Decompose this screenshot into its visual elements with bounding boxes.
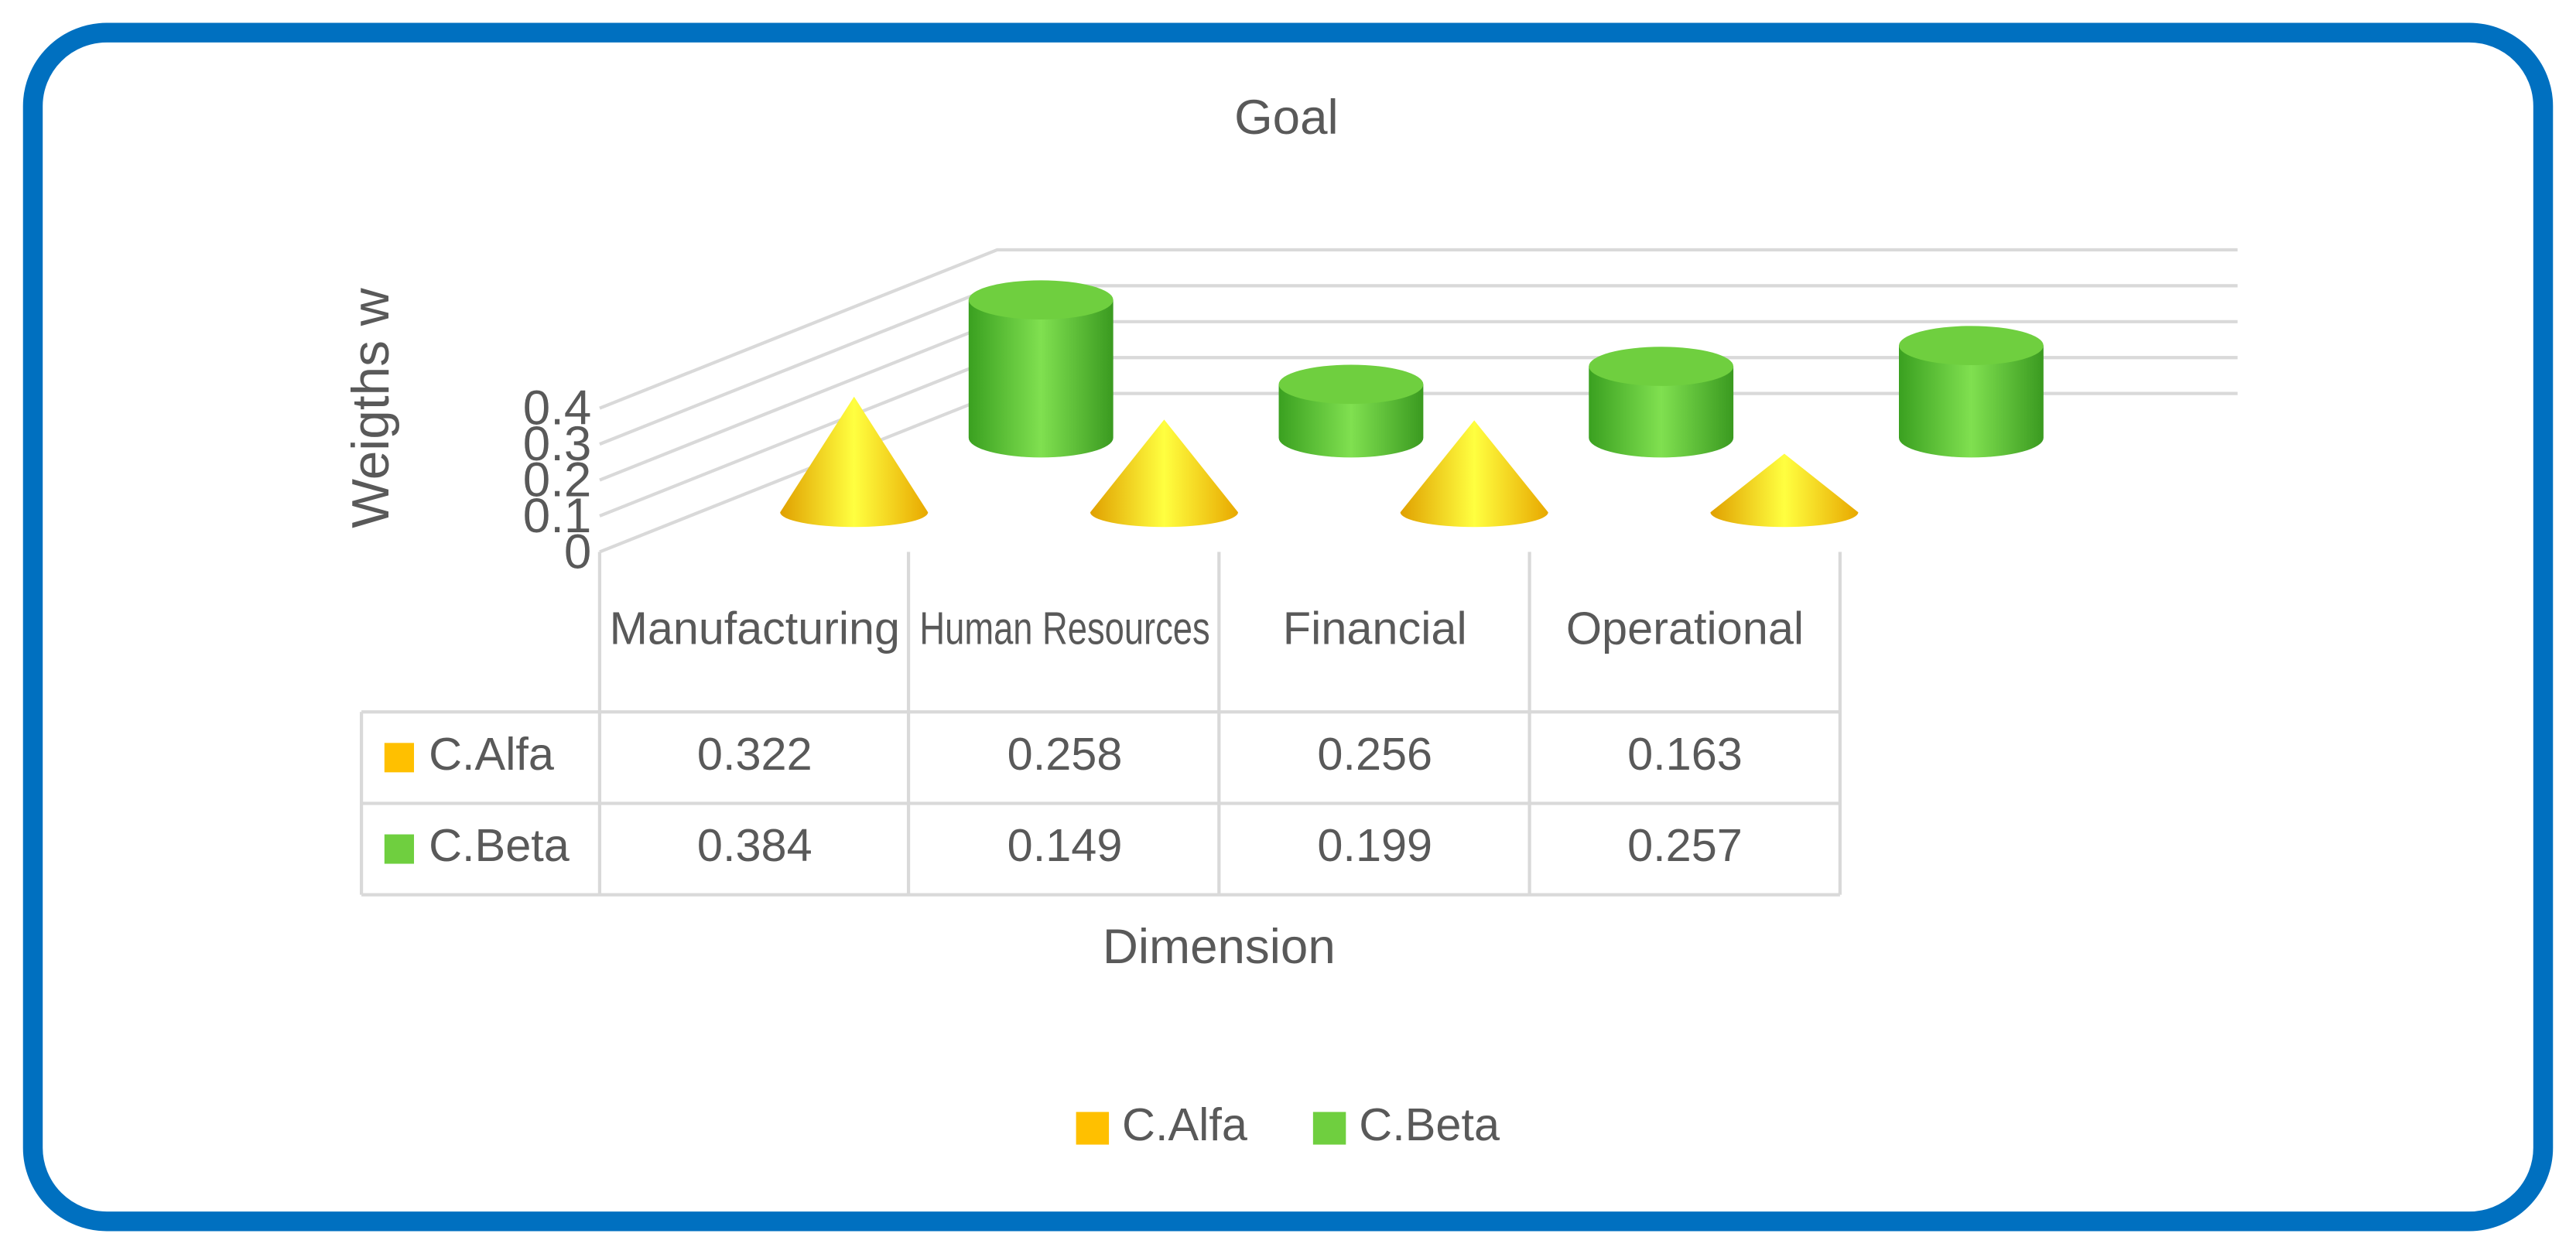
- grid-line: [599, 248, 2238, 410]
- cylinder-top: [968, 280, 1114, 320]
- y-tick-label: 0.1: [523, 489, 592, 543]
- cone: [1710, 453, 1859, 528]
- row-label: C.Beta: [429, 819, 570, 871]
- y-axis-title: Weigths w: [342, 287, 400, 528]
- cylinder-top: [1278, 364, 1424, 405]
- cone: [780, 396, 929, 528]
- legend-swatch: [384, 834, 415, 864]
- legend-swatch: [384, 743, 415, 773]
- legend-label: C.Alfa: [1122, 1099, 1247, 1150]
- frame: [22, 22, 2554, 1232]
- table-value: 0.257: [1627, 819, 1743, 871]
- y-tick-label: 0: [564, 525, 591, 579]
- x-axis-title: Dimension: [1103, 920, 1336, 974]
- row-label: C.Alfa: [429, 728, 554, 780]
- cylinder: [1278, 384, 1424, 458]
- cylinder: [1899, 345, 2044, 458]
- cylinder-top: [1589, 347, 1734, 386]
- category-label: Human Resources: [919, 603, 1209, 654]
- category-label: Operational: [1566, 603, 1804, 654]
- category-label: Manufacturing: [610, 603, 900, 654]
- cone: [1090, 419, 1239, 528]
- table-value: 0.384: [697, 819, 812, 871]
- data-table-lines: [359, 552, 1842, 897]
- table-value: 0.163: [1627, 728, 1743, 780]
- legend-label: C.Beta: [1359, 1099, 1500, 1150]
- cone: [1400, 420, 1548, 528]
- y-tick-label: 0.3: [523, 417, 592, 471]
- table-value: 0.256: [1317, 728, 1432, 780]
- cylinder-top: [1899, 326, 2044, 365]
- legend-swatch: [1312, 1112, 1346, 1145]
- table-value: 0.199: [1317, 819, 1432, 871]
- y-tick-label: 0.4: [523, 381, 592, 436]
- y-tick-label: 0.2: [523, 453, 592, 507]
- chart-title: Goal: [1234, 91, 1339, 145]
- legend-swatch: [1076, 1112, 1110, 1145]
- cylinder: [968, 299, 1114, 458]
- category-label: Financial: [1283, 603, 1467, 654]
- cylinder: [1589, 366, 1734, 458]
- table-value: 0.258: [1007, 728, 1123, 780]
- table-value: 0.322: [697, 728, 812, 780]
- table-value: 0.149: [1007, 819, 1123, 871]
